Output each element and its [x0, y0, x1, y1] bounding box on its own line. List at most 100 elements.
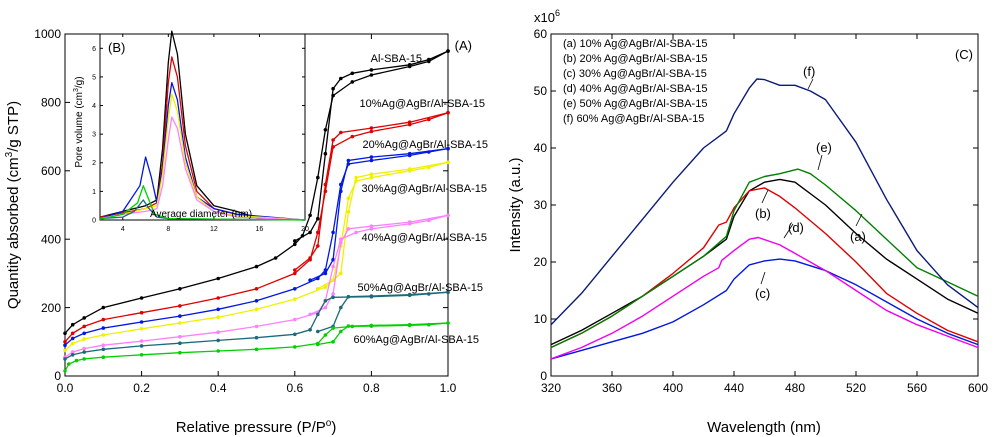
- panel-a-series-3-adsorption-line: [64, 161, 449, 351]
- panel-a-series-2-point: [427, 150, 431, 154]
- panel-a-series-4-point: [323, 305, 328, 310]
- panel-a-series-6-point: [63, 369, 67, 373]
- panel-a-series-2-point: [293, 287, 297, 291]
- panel-a-series-1-point: [323, 189, 328, 194]
- panel-a-series-2-point: [331, 230, 335, 235]
- panel-a-series-4-point: [70, 350, 75, 354]
- panel-a-series-4-adsorption-line: [64, 214, 449, 358]
- panel-a-series-6-point: [369, 323, 374, 328]
- panel-a-series-1-point: [63, 340, 67, 344]
- panel-b-xtick-label: 20: [301, 226, 309, 233]
- panel-a-series-2-point: [339, 189, 343, 194]
- panel-a-series-1-point: [178, 304, 182, 308]
- panel-a-series-0-point: [300, 234, 305, 238]
- panel-a-series-5-point: [82, 350, 86, 354]
- panel-a-series-2-point: [346, 158, 351, 163]
- panel-c-multiplier: x106: [534, 8, 560, 25]
- panel-a-series-5-point: [427, 292, 431, 296]
- panel-a-series-2-point: [316, 276, 320, 281]
- panel-a-series-3-point: [339, 271, 343, 276]
- annotation-b: (b): [755, 206, 771, 221]
- panel-a-series-0-point: [331, 93, 335, 98]
- panel-a-series-0-adsorption-line: [64, 50, 449, 334]
- panel-a-series-6-point: [254, 347, 259, 352]
- panel-c-ytick-label: 50: [534, 84, 548, 98]
- panel-a-series-1-point: [308, 256, 312, 260]
- panel-a-series-1-point: [446, 110, 450, 115]
- panel-a-series-6-point: [331, 326, 335, 330]
- panel-a-series-4-point: [331, 292, 335, 296]
- panel-c-xtick-label: 480: [785, 381, 805, 395]
- panel-a-series-5-point: [316, 312, 320, 317]
- panel-a-series-0-point: [350, 71, 355, 76]
- panel-c-xtick-label: 600: [968, 381, 988, 395]
- panel-a-series-2-point: [369, 155, 374, 159]
- panel-b-ytick-label: 6: [92, 46, 96, 53]
- panel-a-series-4-point: [427, 218, 431, 223]
- panel-a-series-4-point: [446, 213, 450, 218]
- panel-a-series-3-point: [323, 285, 328, 289]
- panel-a-series-2-point: [369, 158, 374, 163]
- panel-a-series-5-point: [101, 347, 106, 352]
- panel-a-series-2-point: [331, 257, 335, 262]
- panel-a-series-2-point: [178, 314, 182, 318]
- panel-a-series-2-point: [139, 320, 144, 324]
- panel-a-xlabel: Relative pressure (P/Po): [176, 418, 337, 436]
- panel-a-series-3-point: [331, 278, 335, 283]
- legend-entry-e: (e) 50% Ag@AgBr/Al-SBA-15: [563, 98, 707, 110]
- panel-a-series-1-point: [101, 317, 106, 322]
- panel-a-series-6-point: [339, 329, 343, 334]
- panel-c-xtick-label: 400: [663, 381, 683, 395]
- panel-a-series-6-point: [74, 358, 79, 363]
- panel-c-series-0-line: [550, 178, 979, 346]
- panel-a-series-0-point: [350, 80, 355, 84]
- panel-a-series-3-point: [369, 175, 374, 180]
- panel-a-series-6-point: [178, 350, 182, 355]
- panel-b-xtick-label: 8: [166, 226, 170, 233]
- panel-a-series-0-point: [63, 331, 67, 336]
- legend-entry-c: (c) 30% Ag@AgBr/Al-SBA-15: [563, 68, 707, 80]
- panel-a-series-0-point: [323, 128, 328, 132]
- panel-a-series-3-point: [82, 337, 86, 341]
- panel-b-label: (B): [108, 40, 125, 55]
- panel-a-series-3-point: [216, 315, 220, 320]
- panel-a-series-4-point: [354, 230, 358, 235]
- panel-a-series-1-point: [339, 130, 343, 135]
- curve-label-10pct: 10%Ag@AgBr/Al-SBA-15: [359, 98, 485, 110]
- panel-b-series: [99, 30, 306, 221]
- panel-b-xtick-label: 12: [210, 226, 218, 233]
- panel-a-series-0-point: [331, 86, 335, 91]
- panel-a-ytick-label: 800: [41, 96, 61, 110]
- panel-b-ytick-label: 1: [92, 189, 96, 196]
- panel-a-series-5-point: [369, 294, 374, 298]
- panel-a-series-6-point: [82, 357, 86, 361]
- curve-label-40pct: 40%Ag@AgBr/Al-SBA-15: [361, 232, 487, 244]
- annotation-e: (e): [816, 140, 832, 155]
- panel-a-series-3-point: [316, 287, 320, 291]
- panel-c-ytick-label: 0: [540, 369, 547, 383]
- panel-a-series-4-point: [339, 237, 343, 241]
- panel-a-series-5-point: [331, 295, 335, 300]
- panel-c-label: (C): [955, 47, 973, 62]
- panel-b-series-4-line: [99, 116, 306, 221]
- panel-a-ytick-label: 1000: [34, 27, 61, 41]
- panel-a-series-0-point: [254, 264, 259, 269]
- panel-a-series-0-point: [323, 151, 328, 156]
- panel-a-series-4-point: [101, 343, 106, 348]
- panel-a-series-0-point: [446, 49, 450, 53]
- panel-a-series-2-point: [323, 271, 328, 276]
- panel-c-xlabel: Wavelength (nm): [707, 419, 821, 436]
- panel-c-series-3-line: [550, 236, 979, 360]
- panel-a-series-3-point: [369, 172, 374, 176]
- panel-b-xtick-label: 16: [256, 226, 264, 233]
- panel-a-series-4-point: [346, 227, 351, 231]
- panel-a-series-6-point: [331, 340, 335, 344]
- panel-a-series-1-point: [407, 120, 412, 124]
- panel-a-series-5-point: [178, 341, 182, 346]
- panel-a-series-0-point: [308, 213, 312, 218]
- panel-c-series: [550, 78, 979, 360]
- curve-label-50pct: 50%Ag@AgBr/Al-SBA-15: [357, 282, 483, 294]
- panel-b-ytick-label: 5: [92, 74, 96, 81]
